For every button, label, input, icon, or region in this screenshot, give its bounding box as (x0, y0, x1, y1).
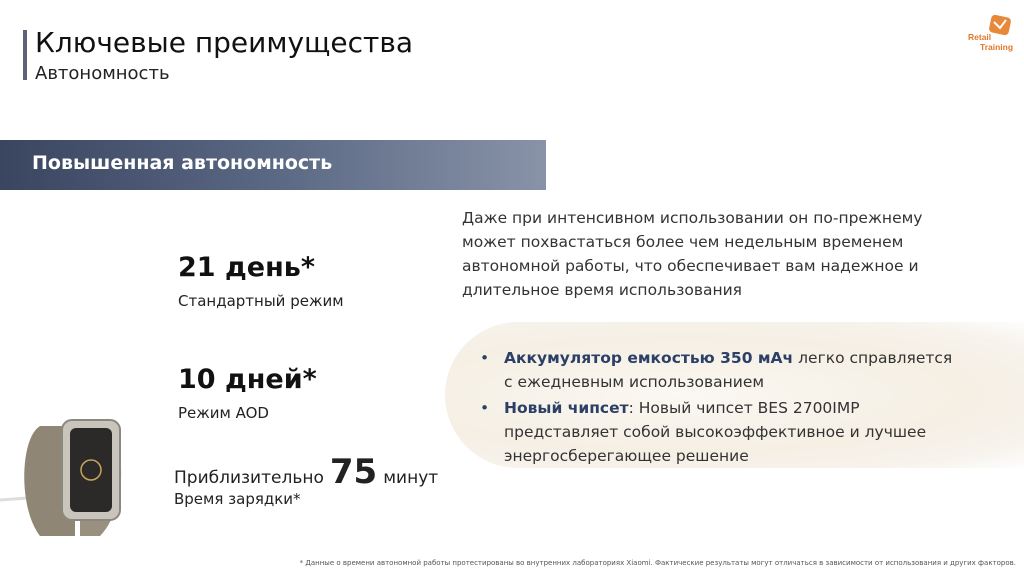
footnote: * Данные о времени автономной работы про… (299, 559, 1016, 567)
title-bar (23, 30, 27, 80)
logo-icon (989, 14, 1011, 36)
logo-text: Retail (968, 32, 991, 42)
watch-image (0, 419, 122, 536)
banner-title: Повышенная автономность (32, 152, 333, 174)
bullet: • Аккумулятор емкостью 350 мАч легко спра… (480, 349, 953, 391)
bullet-bold: Аккумулятор емкостью 350 мАч (504, 349, 794, 367)
title: Ключевые преимущества (35, 26, 414, 59)
bullet: • Новый чипсет: Новый чипсет BES 2700IMP … (480, 399, 927, 465)
stat-label: Режим AOD (178, 404, 269, 422)
description: Даже при интенсивном использовании он по… (462, 209, 923, 299)
charging-prefix: Приблизительно (174, 468, 324, 488)
charging-label: Время зарядки* (174, 490, 301, 508)
logo-text: Training (980, 42, 1013, 52)
charging-time: Приблизительно 75 минут (174, 452, 438, 492)
banner (0, 140, 546, 190)
stat-value: 10 дней* (178, 364, 317, 395)
watch-dial (80, 459, 102, 481)
stat-value: 21 день* (178, 252, 315, 283)
highlight-panel (445, 322, 1024, 468)
stat-label: Стандартный режим (178, 292, 344, 310)
bullet-bold: Новый чипсет (504, 399, 629, 417)
logo-mark (993, 19, 1007, 30)
charging-number: 75 (329, 452, 378, 492)
bullet-text: легко справляется с ежедневным использов… (504, 349, 953, 391)
watch-screen (70, 428, 112, 512)
logo: Retail Training (968, 14, 1013, 52)
subtitle: Автономность (35, 63, 170, 84)
charging-unit: минут (383, 468, 439, 488)
bullet-text: : Новый чипсет BES 2700IMP представляет … (504, 399, 927, 465)
